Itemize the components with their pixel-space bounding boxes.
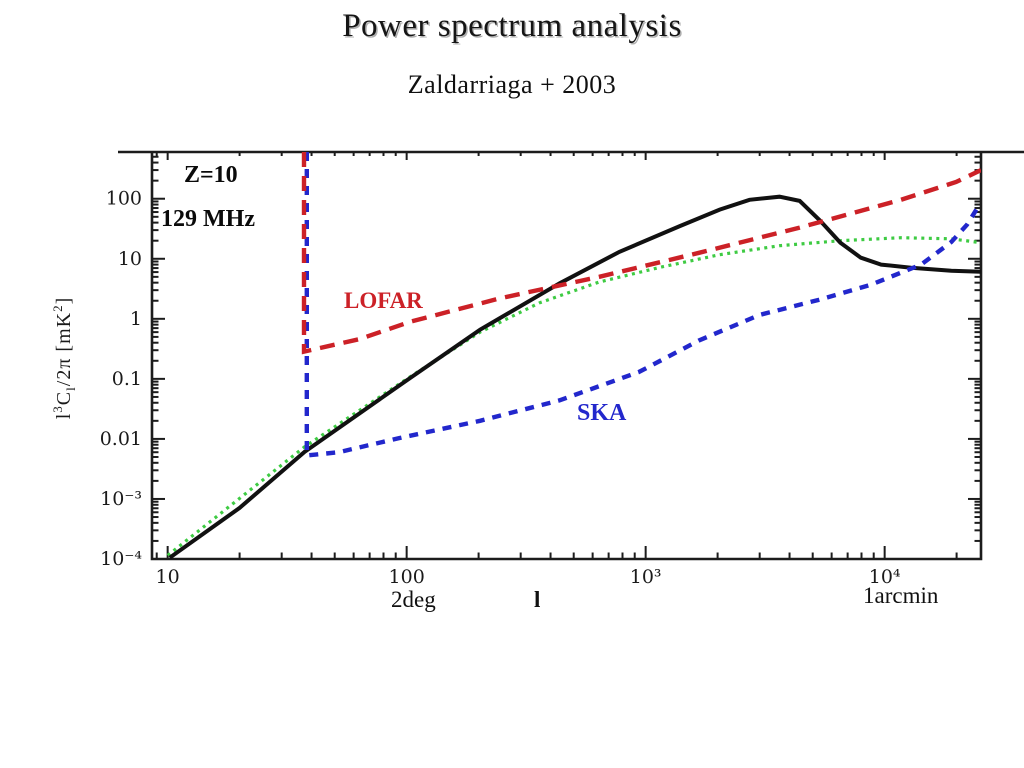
two-deg-scale-label: 2deg <box>391 587 436 612</box>
svg-text:0.01: 0.01 <box>100 428 142 450</box>
curve-lofar-noise <box>301 152 981 355</box>
y-axis-label: l3Cl/2π [mK2] <box>50 296 78 420</box>
page-title: Power spectrum analysis <box>342 8 682 44</box>
svg-text:10: 10 <box>156 566 180 588</box>
svg-text:100: 100 <box>389 566 425 588</box>
frequency-annotation: 129 MHz <box>161 206 255 232</box>
svg-text:1: 1 <box>130 308 142 330</box>
svg-text:100: 100 <box>106 188 142 210</box>
svg-text:10³: 10³ <box>630 566 662 588</box>
curve-green-dotted-spectrum <box>166 236 981 557</box>
svg-text:10⁻³: 10⁻³ <box>100 488 142 510</box>
redshift-annotation: Z=10 <box>184 162 238 188</box>
one-arcmin-scale-label: 1arcmin <box>863 583 939 608</box>
svg-text:0.1: 0.1 <box>112 368 142 390</box>
svg-text:10⁻⁴: 10⁻⁴ <box>100 548 142 570</box>
curves <box>166 152 981 559</box>
page-subtitle: Zaldarriaga + 2003 <box>407 70 617 99</box>
svg-text:10: 10 <box>118 248 142 270</box>
ska-curve-label: SKA <box>577 400 627 426</box>
svg-text:10⁴: 10⁴ <box>869 566 901 588</box>
axis-ticks <box>152 151 981 560</box>
lofar-curve-label: LOFAR <box>344 288 423 313</box>
axis-tick-labels: 10 100 10³ 10⁴ 100 10 1 0.1 0.01 10⁻³ 10⁻⁴ <box>100 188 901 588</box>
curve-signal-black-solid <box>168 194 981 559</box>
curve-ska-noise <box>304 152 979 458</box>
x-axis-label: l <box>534 587 541 612</box>
